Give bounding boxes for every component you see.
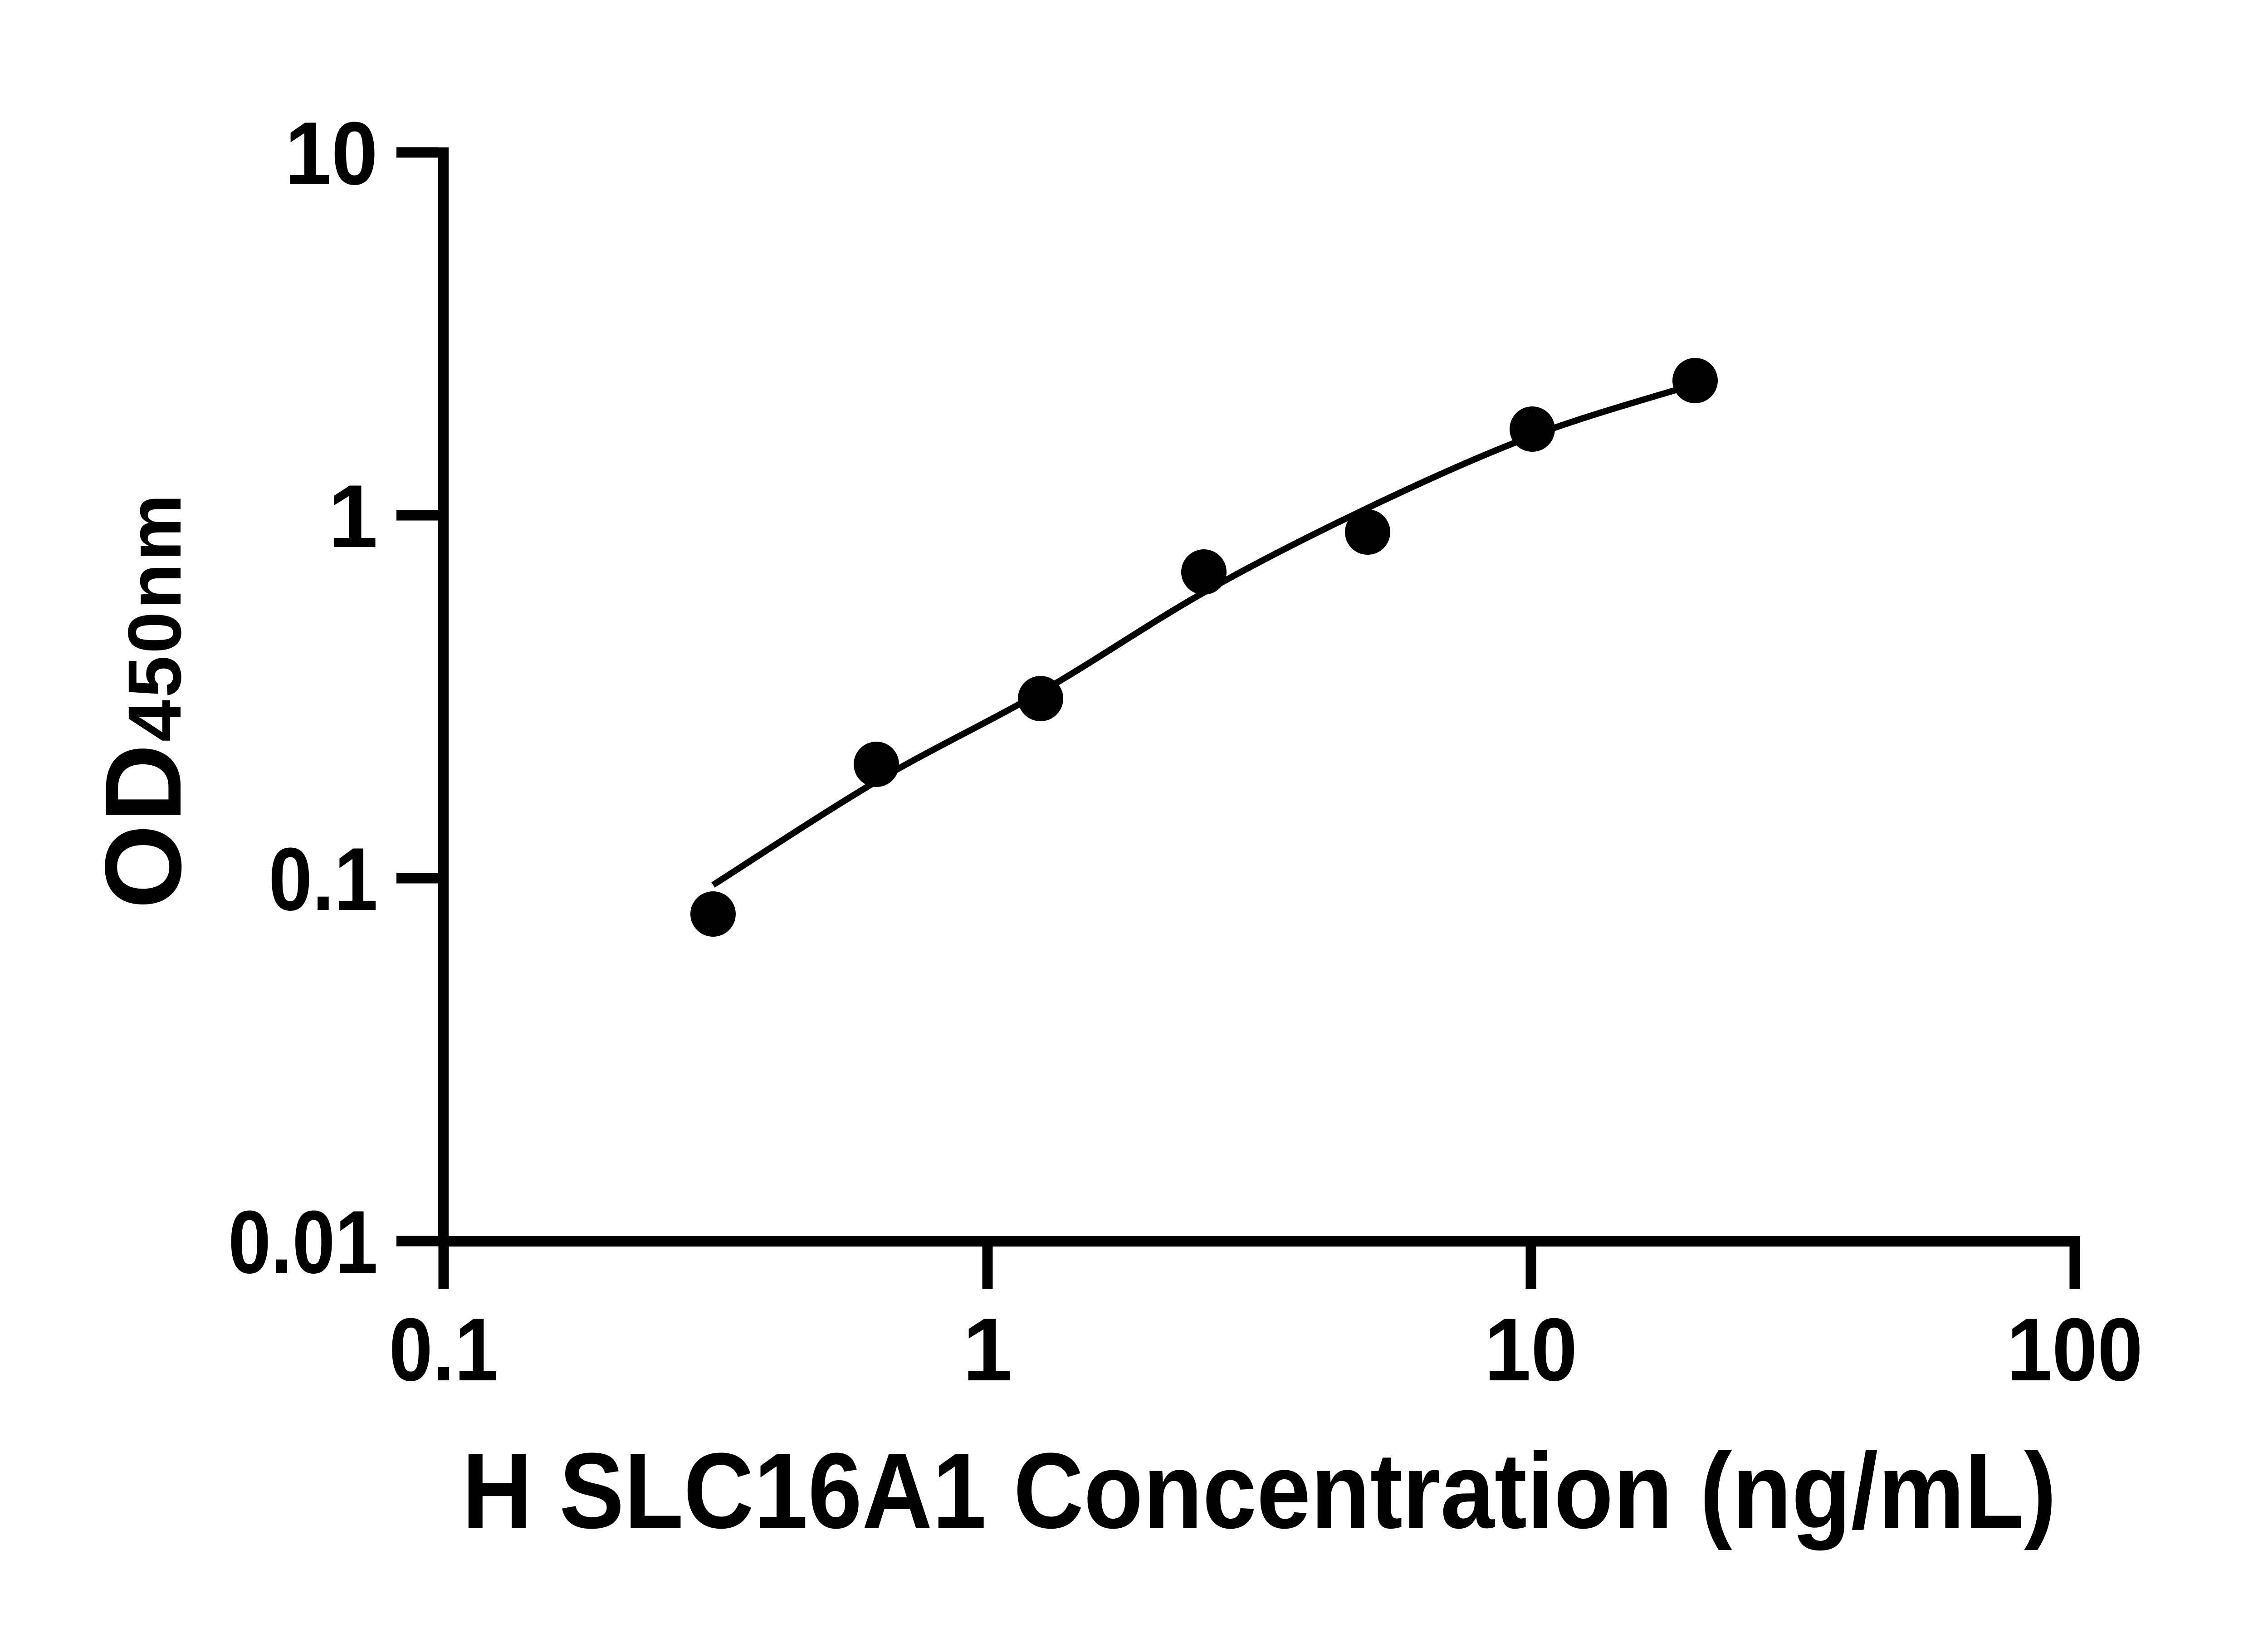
svg-text:1: 1 bbox=[963, 1300, 1012, 1399]
svg-text:100: 100 bbox=[2007, 1300, 2143, 1399]
svg-text:H SLC16A1 Concentration (ng/mL: H SLC16A1 Concentration (ng/mL) bbox=[462, 1431, 2057, 1551]
svg-text:0.1: 0.1 bbox=[389, 1300, 499, 1399]
svg-text:0.01: 0.01 bbox=[228, 1192, 378, 1292]
svg-text:10: 10 bbox=[1485, 1300, 1578, 1399]
svg-text:0.1: 0.1 bbox=[269, 829, 378, 929]
svg-text:10: 10 bbox=[285, 103, 378, 203]
svg-text:1: 1 bbox=[328, 466, 378, 566]
